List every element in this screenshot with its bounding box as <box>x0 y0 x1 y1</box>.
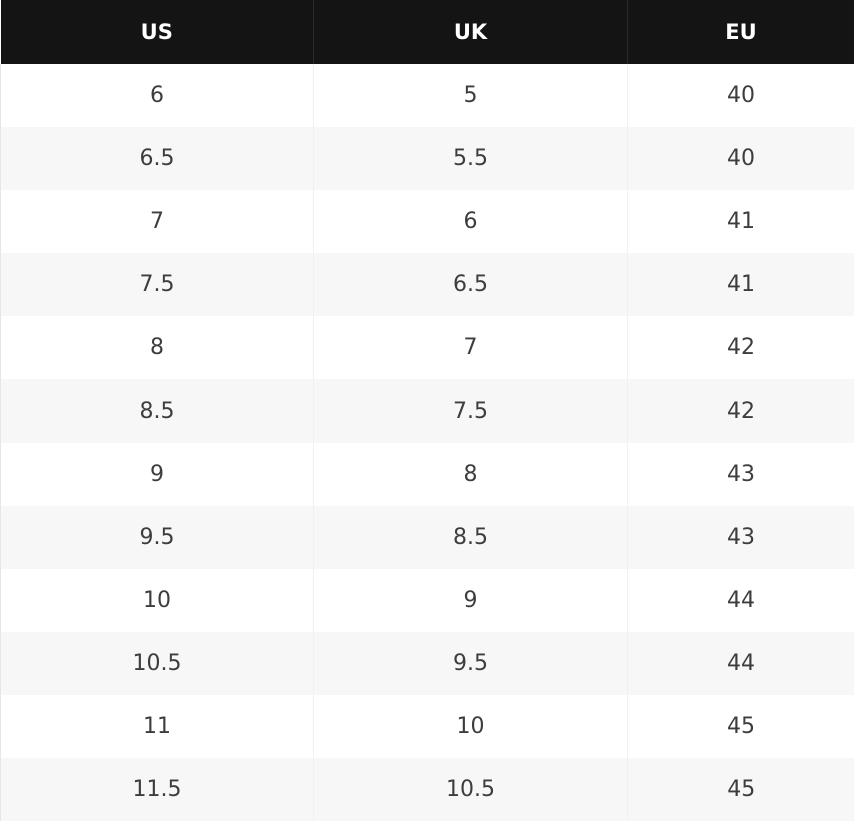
table-row: 11.5 10.5 45 <box>1 758 854 821</box>
cell-eu: 42 <box>628 316 854 379</box>
cell-eu: 45 <box>628 758 854 821</box>
cell-uk: 10.5 <box>314 758 628 821</box>
cell-us: 6 <box>1 64 314 127</box>
table-row: 10.5 9.5 44 <box>1 632 854 695</box>
cell-uk: 7 <box>314 316 628 379</box>
cell-uk: 10 <box>314 695 628 758</box>
table-row: 6.5 5.5 40 <box>1 127 854 190</box>
cell-uk: 6 <box>314 190 628 253</box>
cell-eu: 44 <box>628 569 854 632</box>
table-row: 7 6 41 <box>1 190 854 253</box>
cell-us: 6.5 <box>1 127 314 190</box>
cell-eu: 44 <box>628 632 854 695</box>
cell-eu: 42 <box>628 379 854 442</box>
table-row: 10 9 44 <box>1 569 854 632</box>
table-row: 8 7 42 <box>1 316 854 379</box>
cell-us: 9 <box>1 443 314 506</box>
cell-uk: 6.5 <box>314 253 628 316</box>
cell-us: 9.5 <box>1 506 314 569</box>
cell-eu: 43 <box>628 443 854 506</box>
size-chart-header: US UK EU <box>1 0 854 64</box>
table-row: 7.5 6.5 41 <box>1 253 854 316</box>
size-chart-body: 6 5 40 6.5 5.5 40 7 6 41 7.5 6.5 41 8 7 … <box>1 64 854 821</box>
cell-uk: 9.5 <box>314 632 628 695</box>
cell-eu: 40 <box>628 127 854 190</box>
cell-uk: 9 <box>314 569 628 632</box>
table-row: 9.5 8.5 43 <box>1 506 854 569</box>
cell-uk: 8.5 <box>314 506 628 569</box>
cell-eu: 43 <box>628 506 854 569</box>
header-eu: EU <box>628 0 854 64</box>
table-row: 6 5 40 <box>1 64 854 127</box>
cell-us: 10.5 <box>1 632 314 695</box>
cell-us: 8.5 <box>1 379 314 442</box>
table-row: 8.5 7.5 42 <box>1 379 854 442</box>
cell-uk: 5.5 <box>314 127 628 190</box>
cell-us: 11 <box>1 695 314 758</box>
cell-us: 10 <box>1 569 314 632</box>
cell-uk: 7.5 <box>314 379 628 442</box>
header-us: US <box>1 0 314 64</box>
header-row: US UK EU <box>1 0 854 64</box>
cell-uk: 8 <box>314 443 628 506</box>
cell-eu: 45 <box>628 695 854 758</box>
cell-us: 11.5 <box>1 758 314 821</box>
table-row: 9 8 43 <box>1 443 854 506</box>
header-uk: UK <box>314 0 628 64</box>
cell-us: 8 <box>1 316 314 379</box>
cell-eu: 40 <box>628 64 854 127</box>
cell-us: 7.5 <box>1 253 314 316</box>
cell-eu: 41 <box>628 190 854 253</box>
cell-uk: 5 <box>314 64 628 127</box>
table-row: 11 10 45 <box>1 695 854 758</box>
cell-us: 7 <box>1 190 314 253</box>
cell-eu: 41 <box>628 253 854 316</box>
